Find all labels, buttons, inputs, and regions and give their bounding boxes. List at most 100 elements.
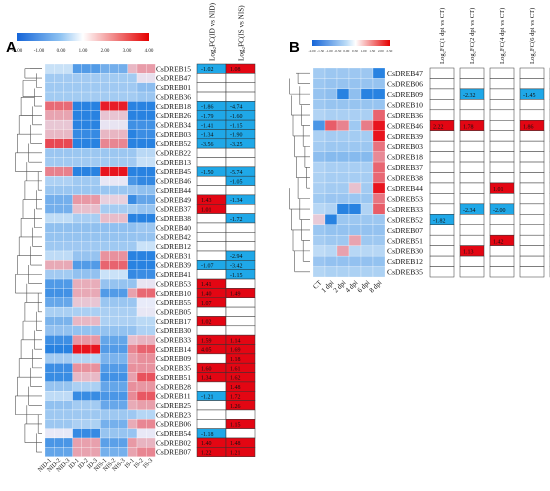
heatmap-cell <box>360 88 374 100</box>
sample-label: 8 dpi <box>368 279 384 295</box>
heatmap-cell <box>118 428 128 439</box>
gene-label: CsDREB33 <box>387 205 423 214</box>
heatmap-cell <box>336 99 350 110</box>
heatmap-cell <box>146 437 156 448</box>
heatmap-cell <box>360 99 374 110</box>
heatmap-cell <box>109 204 119 214</box>
legend-tick-label: -0.50 <box>334 49 341 53</box>
heatmap-cell <box>360 141 374 152</box>
heatmap-cell <box>312 266 326 278</box>
gene-label: CsDREB37 <box>387 163 423 172</box>
heatmap-cell <box>44 344 55 354</box>
heatmap-cell <box>348 193 362 204</box>
heatmap-cell <box>54 306 64 317</box>
heatmap-cell <box>118 447 128 457</box>
heatmap-cell <box>348 88 362 100</box>
panel-a-gene-labels: CsDREB15CsDREB47CsDREB01CsDREB36CsDREB18… <box>156 64 191 456</box>
heatmap-cell <box>118 119 128 130</box>
heatmap-cell <box>146 119 156 130</box>
heatmap-cell <box>118 110 128 121</box>
heatmap-cell <box>348 203 362 215</box>
heatmap-cell <box>372 120 386 131</box>
fold-change-value: -1.34 <box>201 133 214 139</box>
heatmap-cell <box>127 391 138 401</box>
heatmap-cell <box>63 119 73 130</box>
fold-change-cell <box>519 214 545 226</box>
fold-change-cell <box>459 234 485 246</box>
heatmap-cell <box>63 110 73 121</box>
fold-change-value: -5.74 <box>230 170 243 176</box>
fold-change-cell <box>519 78 545 90</box>
heatmap-cell <box>118 176 128 186</box>
heatmap-cell <box>136 391 147 401</box>
heatmap-cell <box>100 185 110 196</box>
fold-change-value: 1.62 <box>230 376 241 382</box>
heatmap-cell <box>100 381 110 392</box>
heatmap-cell <box>118 204 128 214</box>
heatmap-cell <box>54 325 64 336</box>
heatmap-cell <box>372 214 386 225</box>
heatmap-cell <box>324 161 338 173</box>
heatmap-cell <box>146 232 156 242</box>
heatmap-cell <box>312 141 326 152</box>
fold-change-value: 1.02 <box>201 320 212 326</box>
heatmap-cell <box>100 344 110 354</box>
heatmap-cell <box>118 325 128 336</box>
gene-label: CsDREB44 <box>387 184 423 193</box>
heatmap-cell <box>127 428 138 439</box>
heatmap-cell <box>81 166 92 177</box>
heatmap-cell <box>72 372 82 383</box>
heatmap-cell <box>118 288 128 298</box>
fold-change-cell <box>225 91 256 102</box>
heatmap-cell <box>348 172 362 184</box>
heatmap-cell <box>109 353 119 364</box>
heatmap-cell <box>372 193 386 204</box>
fold-change-header: Log₂FC(IS vs NIS) <box>238 5 246 61</box>
heatmap-cell <box>324 120 338 131</box>
fold-change-value: 1.18 <box>230 357 241 363</box>
fold-change-value: -1.07 <box>201 264 214 270</box>
heatmap-cell <box>44 409 55 420</box>
heatmap-cell <box>90 353 101 364</box>
heatmap-cell <box>127 260 138 270</box>
heatmap-cell <box>118 129 128 139</box>
heatmap-cell <box>348 266 362 278</box>
heatmap-cell <box>372 141 386 152</box>
heatmap-cell <box>324 224 338 236</box>
fold-change-value: -2.32 <box>463 93 476 99</box>
heatmap-cell <box>63 157 73 167</box>
heatmap-cell <box>44 297 55 308</box>
heatmap-cell <box>348 130 362 142</box>
heatmap-cell <box>146 400 156 411</box>
heatmap-cell <box>44 335 55 345</box>
fold-change-cell <box>196 241 227 252</box>
fold-change-header: Log₂FC(1 dpi vs CT) <box>439 8 446 64</box>
heatmap-cell <box>100 447 110 457</box>
heatmap-cell <box>90 419 101 429</box>
heatmap-cell <box>72 409 82 420</box>
heatmap-cell <box>90 363 101 373</box>
heatmap-cell <box>324 109 338 121</box>
heatmap-cell <box>136 325 147 336</box>
fold-change-cell <box>489 120 515 131</box>
heatmap-cell <box>44 250 55 261</box>
heatmap-cell <box>100 325 110 336</box>
heatmap-cell <box>54 428 64 439</box>
heatmap-cell <box>146 241 156 252</box>
heatmap-cell <box>127 129 138 139</box>
fold-change-value: 1.01 <box>493 187 504 193</box>
heatmap-cell <box>72 110 82 121</box>
heatmap-cell <box>44 110 55 121</box>
heatmap-cell <box>324 151 338 163</box>
heatmap-cell <box>336 266 350 278</box>
heatmap-cell <box>90 166 101 177</box>
panel-a-fold-change-table: -1.02 1.08 -1.86 -4.74 -1.79 -1.60 -1.41 -1.15 -… <box>196 2 256 457</box>
heatmap-cell <box>81 278 92 289</box>
heatmap-cell <box>109 391 119 401</box>
heatmap-cell <box>100 335 110 345</box>
gene-label: CsDREB01 <box>156 83 191 92</box>
fold-change-cell <box>429 255 455 267</box>
heatmap-cell <box>54 91 64 102</box>
fold-change-value: 1.42 <box>493 239 504 245</box>
fold-change-cell <box>429 140 455 152</box>
